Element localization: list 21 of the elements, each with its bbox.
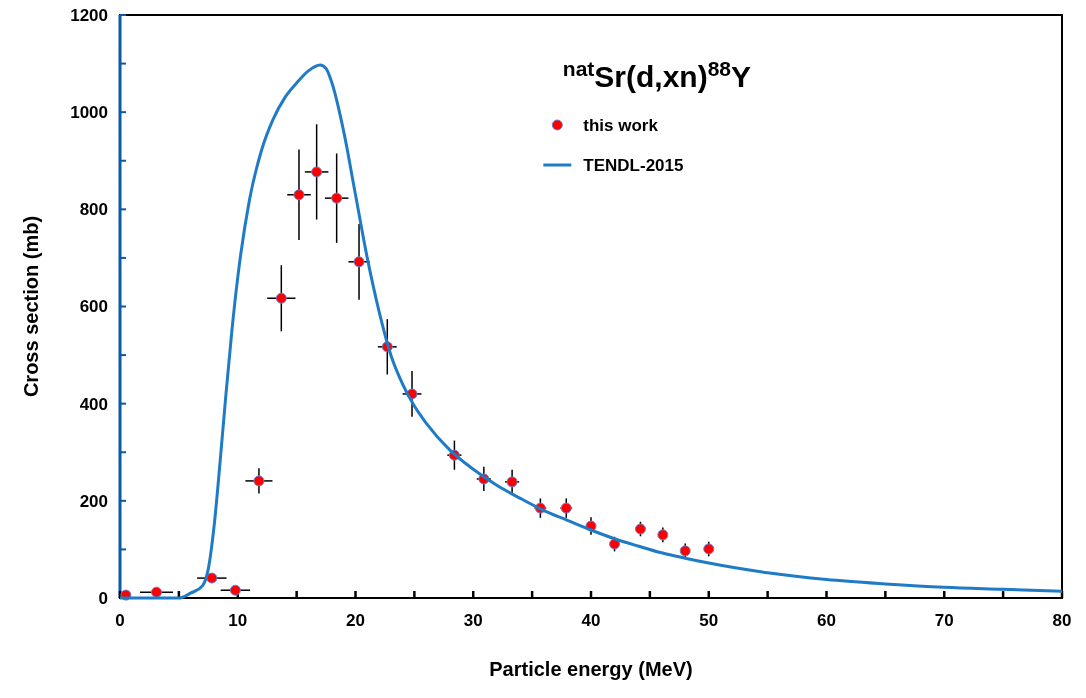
y-tick-label: 1000 — [70, 103, 108, 123]
x-tick-label: 40 — [581, 611, 601, 630]
x-tick-label: 50 — [699, 611, 719, 630]
y-tick-label: 200 — [79, 491, 108, 511]
x-tick-label: 60 — [817, 611, 836, 630]
legend-label: TENDL-2015 — [583, 155, 684, 175]
legend-label: this work — [583, 115, 659, 135]
x-tick-label: 20 — [346, 611, 365, 630]
text: $^{nat}$Sr(d,xn)$^{88}$Y — [562, 56, 752, 93]
y-tick-label: 800 — [79, 200, 108, 220]
x-tick-label: 30 — [463, 611, 483, 630]
x-tick-label: 70 — [934, 611, 954, 630]
y-tick-label: 0 — [98, 588, 108, 608]
x-tick-label: 80 — [1052, 611, 1072, 630]
y-axis-title: Cross section (mb) — [20, 215, 42, 398]
x-tick-label: 0 — [115, 611, 125, 630]
x-tick-label: 10 — [228, 611, 248, 630]
y-tick-label: 600 — [79, 297, 108, 317]
y-tick-label: 400 — [79, 394, 108, 414]
x-axis-title: Particle energy (MeV) — [489, 658, 693, 680]
y-tick-label: 1200 — [70, 5, 108, 25]
